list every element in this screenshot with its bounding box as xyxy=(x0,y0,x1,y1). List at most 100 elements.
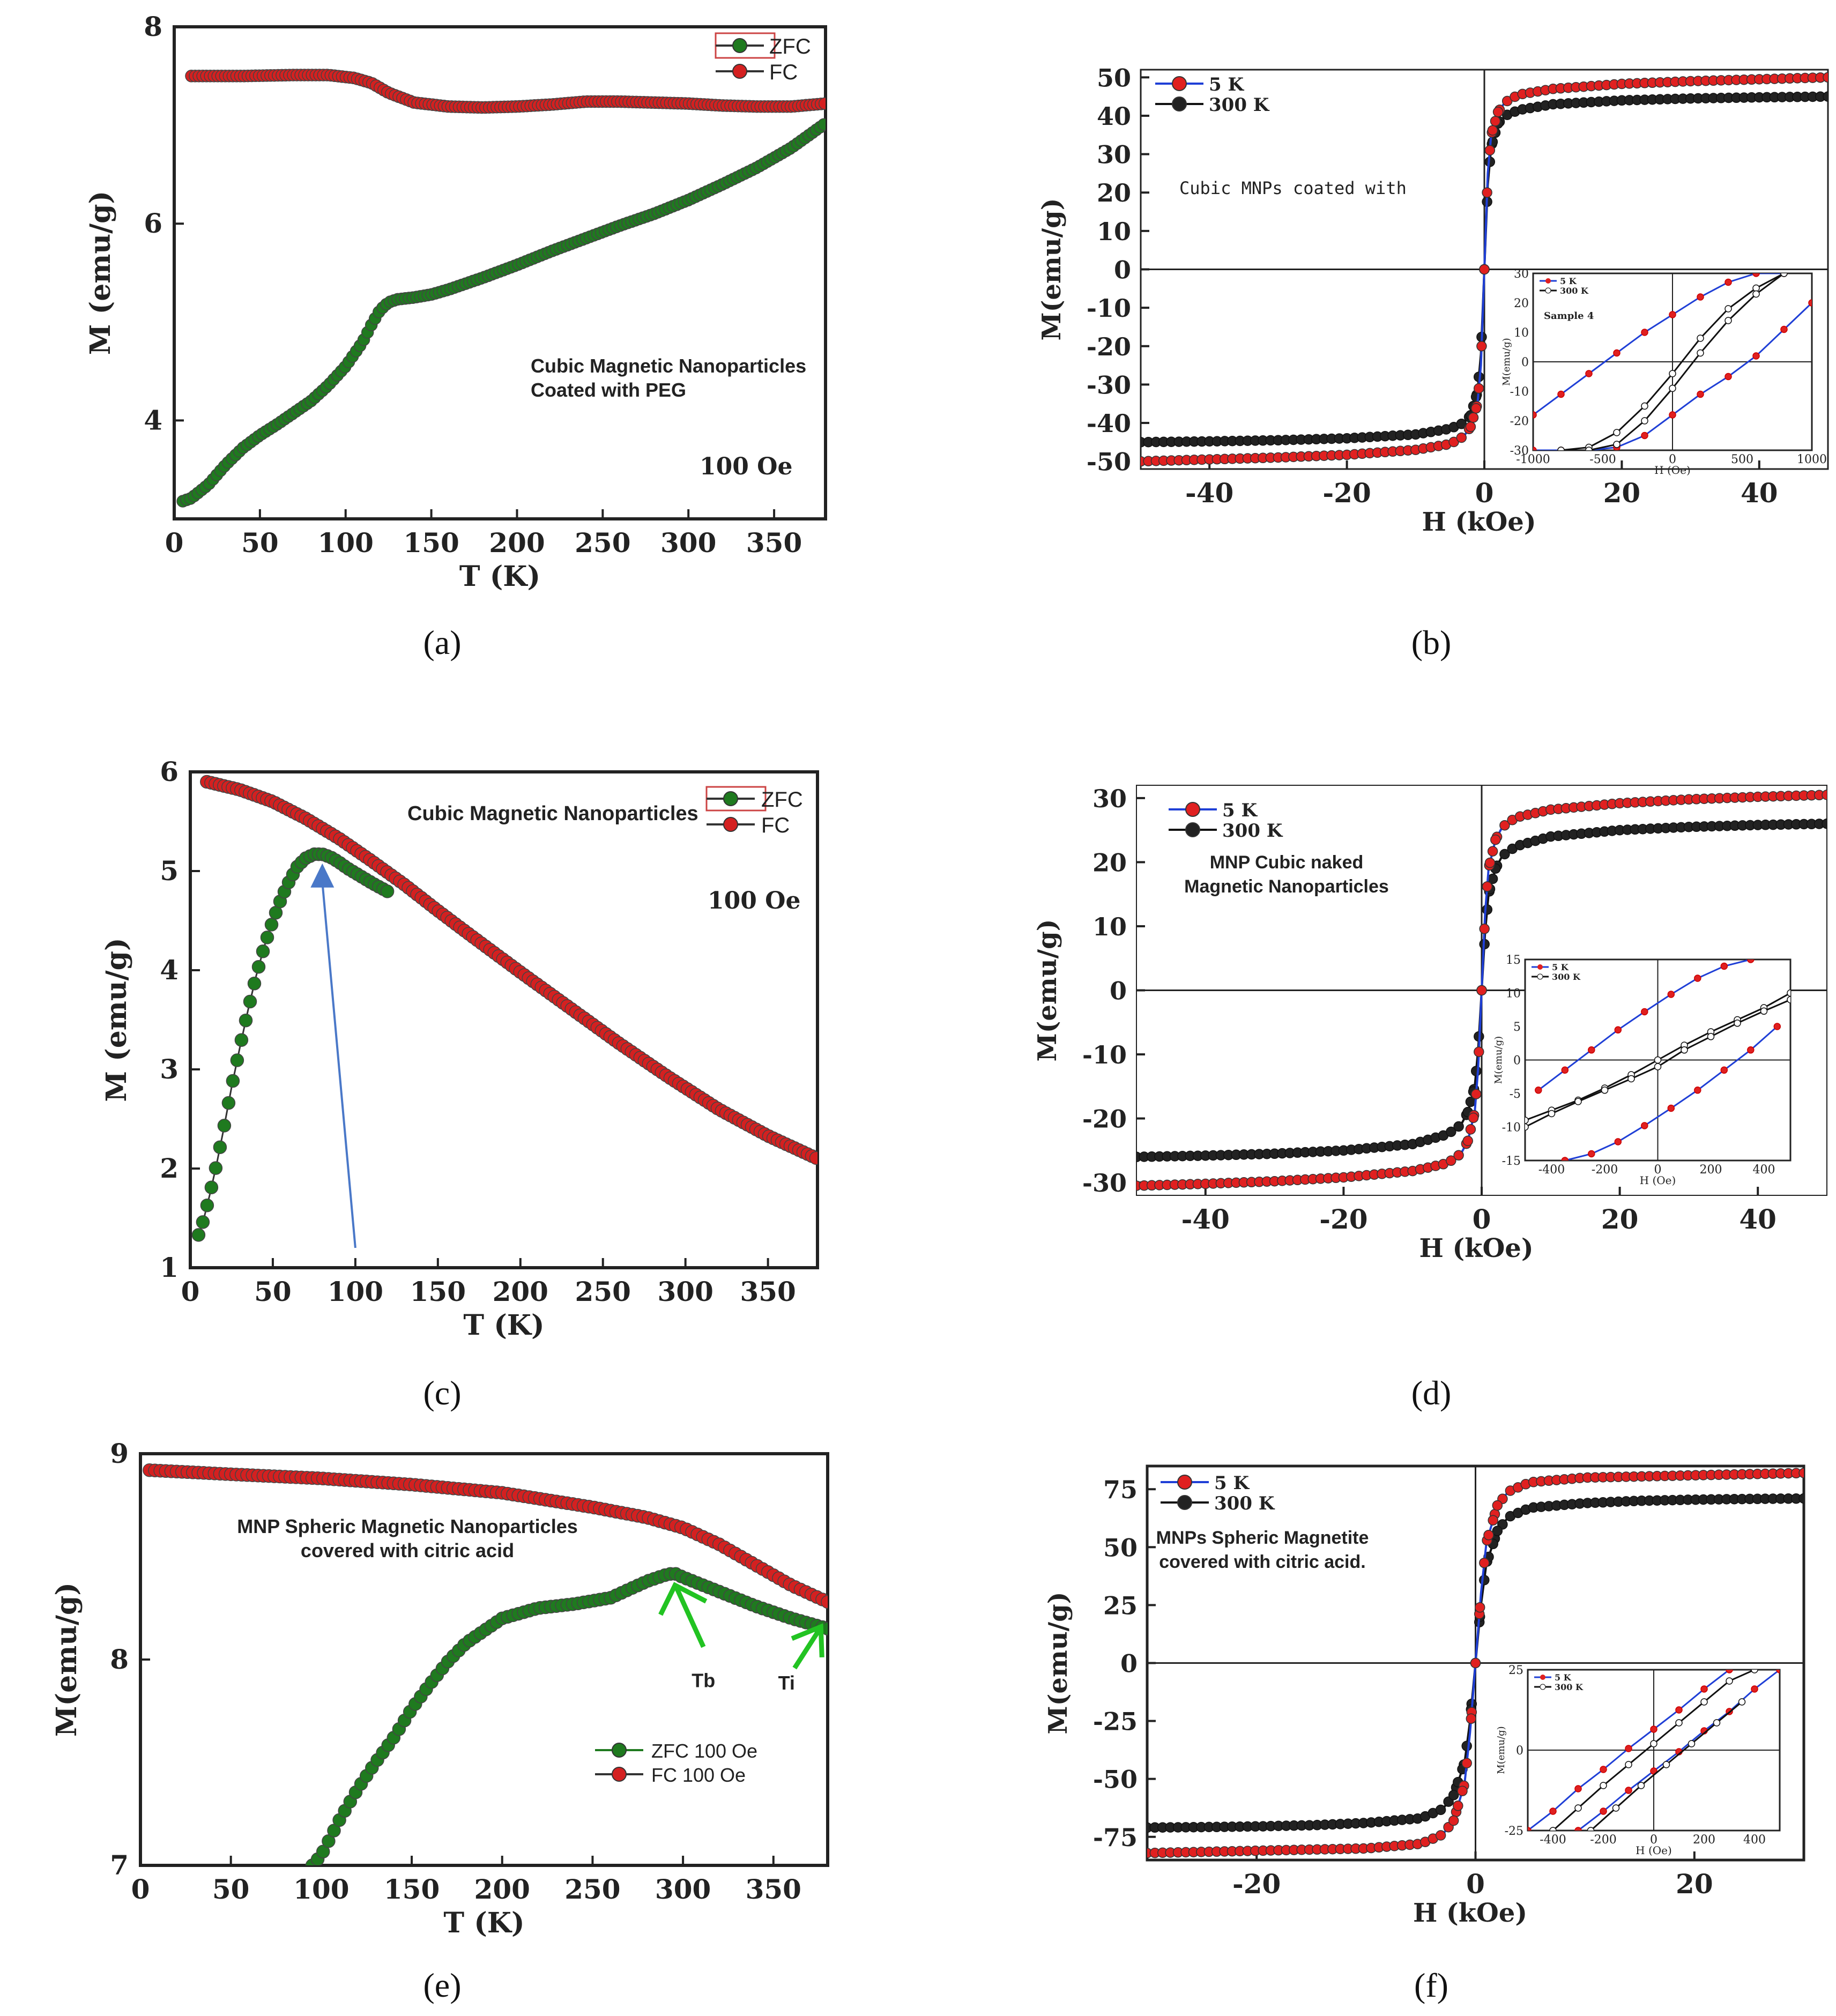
series-300k-point xyxy=(1435,1804,1446,1816)
legend-label-5k: 5 K xyxy=(1222,800,1258,821)
inset-x-tick-label: 0 xyxy=(1654,1163,1662,1177)
inset-legend-5k-label: 5 K xyxy=(1560,276,1577,286)
ti-arrow-head xyxy=(791,1623,824,1658)
series-5k-point xyxy=(1457,1786,1468,1796)
inset-x-tick-label: 0 xyxy=(1669,453,1676,466)
inset-series-point xyxy=(1613,441,1621,448)
blocking-arrow-shaft xyxy=(321,882,356,1248)
series-5k-point xyxy=(1435,1830,1446,1841)
x-tick-label: -40 xyxy=(1185,477,1233,509)
panel-e: 0 50 100 150 200 250 300 350 7 8 9 T (K) M(emu/g) MNP… xyxy=(50,1438,829,1939)
legend-label-300k: 300 K xyxy=(1214,1493,1275,1514)
series-5k-point xyxy=(1456,432,1467,443)
inset-series-point xyxy=(1787,996,1790,1003)
x-tick-label: 20 xyxy=(1601,1203,1639,1235)
series-5k-point xyxy=(1487,125,1498,136)
legend-label-5k: 5 K xyxy=(1209,74,1244,95)
y-tick-label: 10 xyxy=(1092,912,1127,941)
legend-label-zfc: ZFC xyxy=(761,788,803,812)
inset-series-point xyxy=(1533,447,1537,450)
x-tick-label: 0 xyxy=(131,1873,150,1905)
y-tick-label: 50 xyxy=(1097,63,1131,92)
legend-zfc-marker xyxy=(732,38,747,53)
inset-series-point xyxy=(1641,417,1648,425)
annotation-title-2: covered with citric acid. xyxy=(1159,1552,1365,1572)
y-tick-label: 4 xyxy=(144,404,162,436)
inset-series-point xyxy=(1724,317,1732,324)
x-tick-label: 200 xyxy=(493,1276,548,1307)
inset-plot-area xyxy=(1525,959,1790,1160)
y-axis-title: M(emu/g) xyxy=(1032,919,1062,1062)
series-300k-point xyxy=(1482,904,1493,915)
inset-series-point xyxy=(1557,447,1565,450)
inset-legend-5k-marker xyxy=(1537,964,1543,970)
blocking-arrow-head xyxy=(310,863,335,888)
inset-legend-300k-marker xyxy=(1540,1684,1546,1690)
inset-y-tick-label: 25 xyxy=(1508,1664,1523,1677)
inset-series-point xyxy=(1697,293,1704,301)
legend-label-300k: 300 K xyxy=(1209,94,1270,116)
inset-series-point xyxy=(1574,1827,1582,1831)
series-zfc-point xyxy=(213,1140,227,1154)
x-tick-label: 350 xyxy=(746,527,802,559)
inset-y-tick-label: -10 xyxy=(1502,1121,1521,1135)
inset-legend-5k-marker xyxy=(1540,1675,1545,1680)
x-tick-label: -20 xyxy=(1319,1203,1367,1235)
series-300k-point xyxy=(1492,1526,1503,1536)
inset-series-point xyxy=(1667,991,1675,998)
inset-y-tick-label: -25 xyxy=(1505,1825,1523,1838)
inset-legend-300k-label: 300 K xyxy=(1560,286,1589,296)
y-tick-label: 25 xyxy=(1103,1591,1138,1620)
y-tick-label: 20 xyxy=(1092,848,1127,877)
annotation-title-1: Cubic Magnetic Nanoparticles xyxy=(531,355,806,377)
inset-y-tick-label: 30 xyxy=(1514,267,1529,281)
inset-series-point xyxy=(1612,1804,1620,1812)
series-5k-point xyxy=(1822,790,1827,800)
x-axis-title: T (K) xyxy=(459,560,540,593)
x-tick-label: 100 xyxy=(318,527,374,559)
y-axis-title: M(emu/g) xyxy=(1043,1592,1073,1735)
inset-series-point xyxy=(1528,1827,1532,1831)
annotation-title: Cubic Magnetic Nanoparticles xyxy=(407,802,698,825)
series-zfc-point xyxy=(204,1180,219,1194)
legend-5k-marker xyxy=(1177,1475,1192,1490)
x-axis-title: H (kOe) xyxy=(1413,1898,1527,1928)
annotation-tb: Tb xyxy=(692,1669,715,1691)
x-tick-label: 350 xyxy=(746,1873,801,1905)
series-5k-point xyxy=(1474,1602,1485,1613)
inset-series-point xyxy=(1713,1719,1721,1727)
inset-series-point xyxy=(1613,429,1621,436)
inset-series-point xyxy=(1760,1007,1768,1015)
series-5k-point xyxy=(1482,881,1493,892)
annotation-title: Cubic MNPs coated with xyxy=(1179,178,1407,198)
inset-series-point xyxy=(1549,1807,1557,1815)
series-5k-point xyxy=(1468,1112,1479,1124)
y-tick-label: -75 xyxy=(1093,1823,1138,1852)
series-zfc-point xyxy=(200,1198,214,1212)
y-tick-label: 3 xyxy=(160,1053,179,1085)
annotation-field: 100 Oe xyxy=(708,887,801,914)
inset-series-point xyxy=(1641,1008,1648,1016)
x-tick-label: 40 xyxy=(1739,1203,1776,1235)
inset-series-point xyxy=(1697,349,1704,357)
y-tick-label: -30 xyxy=(1087,370,1131,399)
y-tick-label: 0 xyxy=(1110,977,1127,1006)
x-axis-title: T (K) xyxy=(463,1309,544,1342)
inset-series-point xyxy=(1574,1098,1582,1105)
series-5k-point xyxy=(1492,107,1504,117)
inset-series-point xyxy=(1780,273,1788,277)
inset-x-tick-label: 500 xyxy=(1731,453,1753,466)
plot-frame xyxy=(189,770,819,1269)
inset-series-point xyxy=(1776,1670,1780,1673)
inset-series-point xyxy=(1697,334,1704,342)
legend-fc-marker xyxy=(723,817,738,832)
series-300k-point xyxy=(1448,1790,1459,1801)
inset-series-point xyxy=(1738,1698,1746,1706)
inset-y-tick-label: 5 xyxy=(1513,1021,1521,1034)
x-tick-label: 150 xyxy=(403,527,459,559)
y-tick-label: 30 xyxy=(1092,784,1127,813)
inset-plot-area xyxy=(1533,273,1812,450)
y-tick-label: 10 xyxy=(1097,217,1131,246)
